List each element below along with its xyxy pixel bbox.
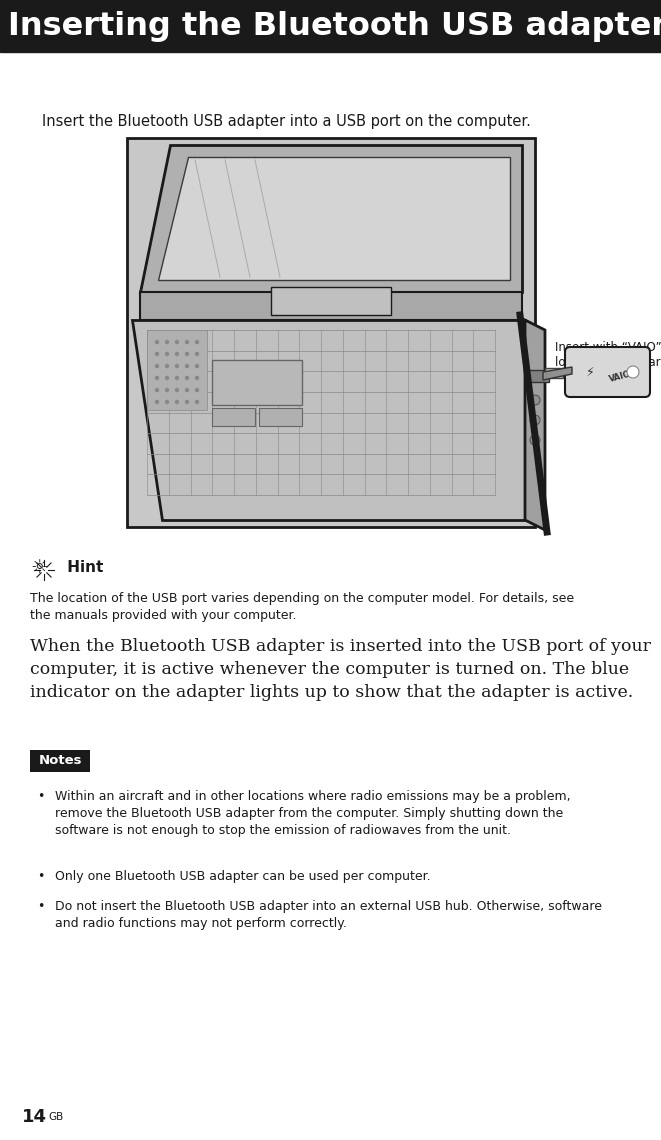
- Polygon shape: [140, 145, 522, 292]
- Circle shape: [155, 400, 159, 404]
- Bar: [30, 750, 90, 772]
- Circle shape: [186, 341, 188, 343]
- Text: When the Bluetooth USB adapter is inserted into the USB port of your
computer, i: When the Bluetooth USB adapter is insert…: [30, 638, 651, 701]
- Bar: [147, 329, 207, 410]
- Polygon shape: [140, 292, 522, 320]
- Circle shape: [196, 352, 198, 356]
- Circle shape: [165, 365, 169, 367]
- Circle shape: [176, 400, 178, 404]
- Circle shape: [186, 389, 188, 391]
- Circle shape: [196, 365, 198, 367]
- Circle shape: [196, 389, 198, 391]
- Bar: [545, 368, 563, 378]
- Circle shape: [155, 341, 159, 343]
- Text: VAIO: VAIO: [608, 369, 632, 384]
- Circle shape: [165, 389, 169, 391]
- Circle shape: [627, 366, 639, 378]
- Circle shape: [165, 341, 169, 343]
- Circle shape: [186, 400, 188, 404]
- Bar: [212, 408, 255, 426]
- Polygon shape: [525, 320, 545, 530]
- Polygon shape: [158, 157, 510, 280]
- Text: GB: GB: [48, 1112, 63, 1122]
- Text: ☼: ☼: [30, 557, 48, 577]
- Text: Insert with “VAIO”
logo facing upwards.: Insert with “VAIO” logo facing upwards.: [555, 341, 661, 368]
- Text: 14: 14: [22, 1108, 47, 1126]
- Circle shape: [186, 365, 188, 367]
- Bar: [0, 0, 661, 52]
- Text: •: •: [37, 870, 44, 884]
- Bar: [271, 287, 391, 315]
- Bar: [259, 408, 302, 426]
- Text: Insert the Bluetooth USB adapter into a USB port on the computer.: Insert the Bluetooth USB adapter into a …: [42, 114, 531, 129]
- FancyBboxPatch shape: [565, 347, 650, 397]
- Text: Hint: Hint: [62, 560, 103, 575]
- Text: The location of the USB port varies depending on the computer model. For details: The location of the USB port varies depe…: [30, 592, 574, 622]
- Circle shape: [176, 376, 178, 380]
- Text: Only one Bluetooth USB adapter can be used per computer.: Only one Bluetooth USB adapter can be us…: [55, 870, 430, 884]
- Circle shape: [196, 376, 198, 380]
- Bar: [122, 130, 540, 535]
- Circle shape: [155, 352, 159, 356]
- Circle shape: [530, 415, 540, 425]
- Circle shape: [186, 352, 188, 356]
- Text: Do not insert the Bluetooth USB adapter into an external USB hub. Otherwise, sof: Do not insert the Bluetooth USB adapter …: [55, 899, 602, 930]
- Circle shape: [176, 389, 178, 391]
- Circle shape: [165, 400, 169, 404]
- Circle shape: [196, 341, 198, 343]
- Circle shape: [176, 365, 178, 367]
- Text: Within an aircraft and in other locations where radio emissions may be a problem: Within an aircraft and in other location…: [55, 790, 570, 837]
- Text: •: •: [37, 899, 44, 913]
- Circle shape: [155, 389, 159, 391]
- Circle shape: [155, 365, 159, 367]
- Text: •: •: [37, 790, 44, 803]
- Circle shape: [186, 376, 188, 380]
- Text: ⚡: ⚡: [586, 366, 594, 378]
- Polygon shape: [543, 367, 572, 380]
- Circle shape: [530, 435, 540, 445]
- Circle shape: [176, 341, 178, 343]
- Text: Notes: Notes: [38, 755, 82, 767]
- Polygon shape: [132, 320, 525, 520]
- Circle shape: [165, 376, 169, 380]
- Polygon shape: [127, 138, 535, 527]
- Circle shape: [530, 394, 540, 405]
- Bar: [212, 360, 302, 405]
- Circle shape: [196, 400, 198, 404]
- Text: Inserting the Bluetooth USB adapter: Inserting the Bluetooth USB adapter: [8, 10, 661, 41]
- Bar: [527, 370, 549, 382]
- Circle shape: [176, 352, 178, 356]
- Circle shape: [155, 376, 159, 380]
- Circle shape: [165, 352, 169, 356]
